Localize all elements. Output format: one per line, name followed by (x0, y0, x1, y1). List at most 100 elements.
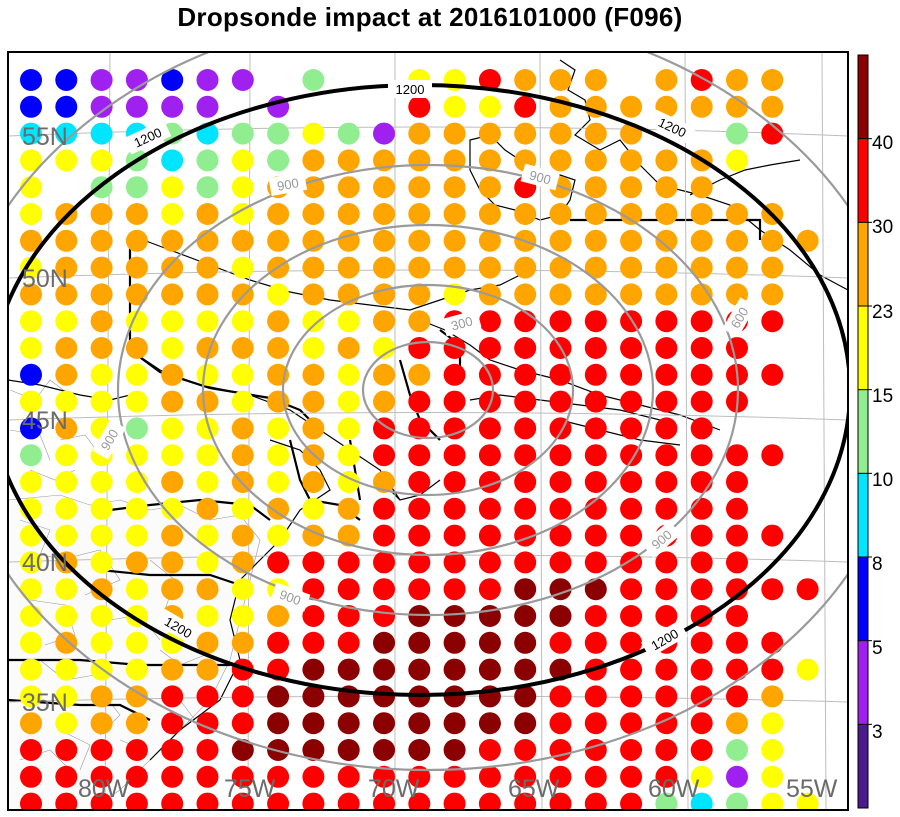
impact-dot (20, 256, 42, 279)
impact-dot (726, 256, 748, 279)
impact-dot (161, 363, 184, 386)
impact-dot (55, 444, 78, 467)
lat-label-40n: 40N (22, 549, 68, 577)
impact-dot (655, 149, 678, 172)
impact-dot (478, 765, 501, 788)
impact-dot (55, 390, 78, 413)
colorbar-frame (857, 54, 869, 809)
impact-dot (20, 417, 42, 440)
impact-dot (620, 283, 643, 306)
impact-dot (514, 337, 537, 359)
impact-dot (514, 471, 537, 493)
impact-dot (267, 283, 290, 306)
impact-dot (302, 631, 325, 654)
impact-dot (337, 551, 360, 574)
impact-dot (690, 685, 713, 708)
impact-dot (655, 69, 678, 91)
impact-dot (20, 551, 42, 574)
impact-dot (161, 792, 184, 810)
impact-dot (549, 256, 572, 279)
impact-dot (726, 605, 748, 627)
impact-dot (90, 229, 113, 252)
impact-dot (514, 417, 537, 440)
impact-dot (655, 363, 678, 386)
impact-dot (337, 390, 360, 413)
impact-dot (373, 283, 395, 306)
impact-dot (161, 149, 184, 172)
impact-dot (337, 471, 360, 493)
impact-dot (302, 497, 325, 520)
impact-dot (655, 765, 678, 788)
impact-dot (478, 95, 501, 118)
impact-dot (584, 524, 607, 547)
impact-dot (373, 765, 395, 788)
impact-dot (584, 363, 607, 386)
impact-dot (549, 283, 572, 306)
impact-dot (514, 605, 537, 627)
impact-dot (655, 792, 678, 810)
impact-dot (690, 524, 713, 547)
impact-dot (302, 256, 325, 279)
impact-dot (620, 497, 643, 520)
impact-dot (20, 605, 42, 627)
impact-dots (20, 69, 819, 810)
impact-dot (337, 658, 360, 681)
impact-dot (584, 149, 607, 172)
impact-dot (408, 390, 431, 413)
impact-dot (478, 551, 501, 574)
impact-dot (231, 417, 254, 440)
impact-dot (373, 256, 395, 279)
impact-dot (443, 95, 466, 118)
impact-dot (408, 712, 431, 735)
impact-dot (443, 337, 466, 359)
impact-dot (408, 283, 431, 306)
impact-dot (90, 390, 113, 413)
impact-dot (726, 685, 748, 708)
impact-dot (549, 524, 572, 547)
impact-dot (337, 578, 360, 601)
impact-dot (161, 712, 184, 735)
impact-dot (690, 551, 713, 574)
impact-dot (655, 256, 678, 279)
contour-600-outer (201, 223, 655, 557)
impact-dot (690, 363, 713, 386)
lon-label-60w: 60W (648, 775, 700, 803)
colorbar-label-5: 5 (872, 638, 883, 659)
impact-dot (337, 417, 360, 440)
impact-dot (337, 337, 360, 359)
impact-dot (302, 551, 325, 574)
impact-dot (443, 739, 466, 761)
impact-dot (161, 524, 184, 547)
impact-dot (20, 203, 42, 225)
impact-dot (55, 471, 78, 493)
colorbar-label-3: 3 (872, 722, 883, 743)
impact-dot (20, 310, 42, 333)
impact-dot (620, 605, 643, 627)
impact-dot (20, 685, 42, 708)
impact-dot (337, 256, 360, 279)
impact-dot (584, 712, 607, 735)
impact-dot (90, 256, 113, 279)
impact-dot (302, 390, 325, 413)
impact-dot (584, 739, 607, 761)
impact-dot (337, 444, 360, 467)
lon-label-70w: 70W (368, 775, 420, 803)
contour-900 (116, 163, 740, 617)
impact-dot (514, 310, 537, 333)
impact-dot (267, 605, 290, 627)
impact-dot (726, 149, 748, 172)
impact-dot (302, 203, 325, 225)
impact-dot (620, 765, 643, 788)
impact-dot (231, 792, 254, 810)
impact-dot (443, 578, 466, 601)
impact-dot (125, 631, 148, 654)
impact-dot (761, 685, 784, 708)
impact-dot (761, 363, 784, 386)
impact-dot (20, 229, 42, 252)
impact-dot (549, 497, 572, 520)
impact-dot (620, 363, 643, 386)
impact-dot (514, 283, 537, 306)
impact-dot (337, 605, 360, 627)
impact-dot (20, 363, 42, 386)
impact-dot (20, 765, 42, 788)
